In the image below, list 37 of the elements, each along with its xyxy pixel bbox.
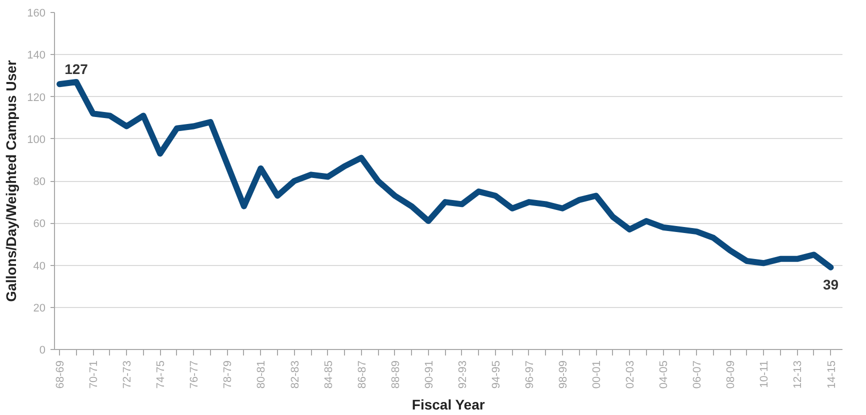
y-tick-label: 140 bbox=[27, 50, 46, 62]
x-tick-label: 90-91 bbox=[423, 360, 436, 389]
y-axis-title: Gallons/Day/Weighted Campus User bbox=[3, 60, 20, 302]
y-tick-label: 120 bbox=[27, 92, 46, 104]
x-tick-label: 74-75 bbox=[155, 360, 168, 389]
x-tick-label: 00-01 bbox=[591, 360, 604, 389]
x-tick-label: 98-99 bbox=[558, 360, 570, 389]
x-tick-label: 80-81 bbox=[256, 360, 268, 389]
x-tick-label: 68-69 bbox=[54, 360, 67, 389]
y-tick-label: 80 bbox=[33, 176, 46, 188]
x-tick-label: 84-85 bbox=[322, 360, 335, 389]
x-tick-label: 76-77 bbox=[188, 360, 201, 389]
x-tick-label: 12-13 bbox=[792, 360, 804, 389]
y-tick-label: 40 bbox=[33, 260, 46, 272]
x-tick-label: 94-95 bbox=[490, 360, 502, 389]
y-tick-label: 160 bbox=[27, 8, 46, 20]
y-tick-label: 100 bbox=[27, 134, 46, 146]
x-tick-label: 86-87 bbox=[356, 360, 368, 389]
y-tick-label: 20 bbox=[33, 302, 46, 314]
x-tick-label: 78-79 bbox=[222, 360, 234, 389]
x-tick-label: 82-83 bbox=[289, 360, 302, 389]
x-tick-label: 06-07 bbox=[692, 360, 704, 389]
x-tick-label: 72-73 bbox=[122, 360, 134, 389]
data-label: 39 bbox=[822, 276, 839, 292]
x-tick-label: 02-03 bbox=[624, 360, 637, 389]
x-tick-label: 88-89 bbox=[390, 360, 402, 389]
x-tick-label: 04-05 bbox=[658, 360, 670, 389]
data-label: 127 bbox=[64, 61, 88, 78]
x-tick-label: 92-93 bbox=[456, 360, 469, 389]
x-tick-label: 70-71 bbox=[88, 360, 100, 389]
x-tick-label: 14-15 bbox=[826, 360, 838, 389]
x-axis-title: Fiscal Year bbox=[412, 396, 486, 413]
y-tick-label: 0 bbox=[39, 344, 46, 356]
x-tick-label: 96-97 bbox=[524, 360, 536, 389]
x-tick-label: 10-11 bbox=[758, 360, 771, 388]
x-tick-label: 08-09 bbox=[725, 360, 738, 389]
y-tick-label: 60 bbox=[33, 218, 46, 230]
